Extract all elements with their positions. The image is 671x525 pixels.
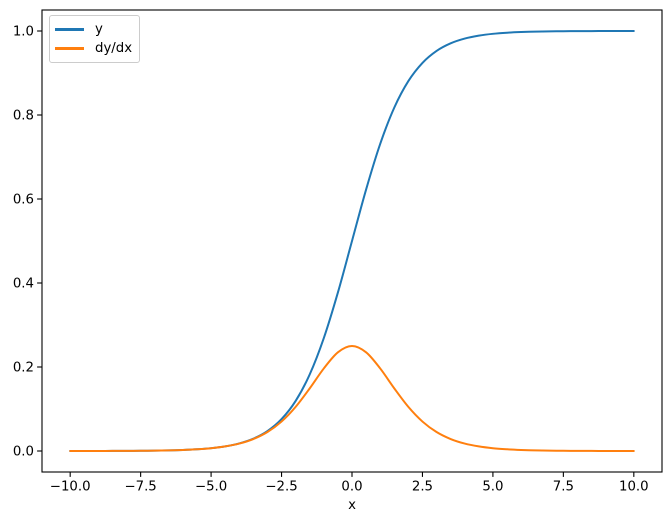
y-tick-label: 0.2 [13,361,34,376]
x-tick-label: −10.0 [50,480,91,495]
legend-label: y [95,22,103,37]
y-tick-label: 0.0 [13,445,34,460]
x-tick-label: −7.5 [124,480,156,495]
legend-entry: y [55,20,132,39]
x-tick-label: 2.5 [412,480,433,495]
legend-line-swatch-y [55,28,84,31]
x-tick-label: −5.0 [195,480,227,495]
legend: y dy/dx [49,15,141,63]
y-tick-label: 0.4 [13,277,34,292]
y-tick-label: 1.0 [13,25,34,40]
x-tick-label: −2.5 [265,480,297,495]
legend-line-swatch-dydx [55,47,84,50]
series-line-dy-dx [69,345,635,452]
y-tick-label: 0.8 [13,109,34,124]
x-tick-label: 10.0 [619,480,649,495]
x-tick-label: 0.0 [341,480,362,495]
legend-label: dy/dx [95,41,133,56]
x-tick-label: 5.0 [482,480,503,495]
y-tick-label: 0.6 [13,193,34,208]
x-tick-label: 7.5 [553,480,574,495]
axes-frame [41,9,663,473]
legend-entry: dy/dx [55,39,132,58]
series-line-y [69,30,635,452]
x-axis-label: x [348,498,356,513]
